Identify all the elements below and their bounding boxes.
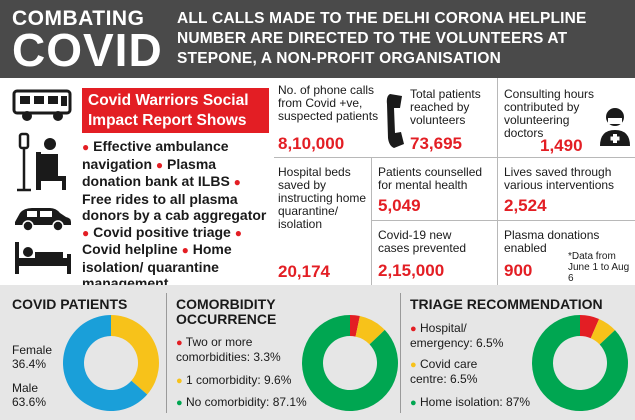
legend-item: ● Home isolation: 87% <box>410 395 530 410</box>
report-item: Covid positive triage <box>93 223 231 240</box>
legend-dot: ● <box>176 337 183 349</box>
stat-value: 73,695 <box>410 134 462 153</box>
stat-label: Total patients reached by volunteers <box>410 87 481 127</box>
header-covid: COVID <box>12 24 163 76</box>
hospital-bed-icon <box>15 242 71 274</box>
donut-slice-two-or-more-comorbidities <box>350 315 360 337</box>
female-label: Female <box>12 343 53 357</box>
header-combating: COMBATING <box>12 7 145 30</box>
stat-beds-saved: Hospital beds saved by instructing home … <box>274 158 372 285</box>
legend-dot: ● <box>410 323 417 335</box>
bullet-dot: ● <box>155 157 164 172</box>
donut-slice-1-comorbidity <box>355 316 385 345</box>
stat-label: Consulting hours contributed by voluntee… <box>504 87 595 140</box>
report-item: Plasma donation bank at ILBS <box>82 155 230 190</box>
bullet-dot: ● <box>181 243 189 257</box>
legend-dot: ● <box>176 375 183 387</box>
legend-dot: ● <box>410 359 417 371</box>
header-text: ALL CALLS MADE TO THE DELHI CORONA HELPL… <box>177 10 587 67</box>
legend-text: 1 comorbidity: 9.6% <box>186 373 292 387</box>
donut-slice-hospital-emergency <box>580 315 600 339</box>
report-item: Covid helpline <box>82 241 178 257</box>
legend-item: ● Covid care centre: 6.5% <box>410 357 510 386</box>
stat-label: Plasma donations enabled <box>504 228 600 255</box>
patients-title: COVID PATIENTS <box>12 296 128 312</box>
stat-value: 5,049 <box>378 196 421 215</box>
stat-value: 20,174 <box>278 262 330 281</box>
stat-label: Covid-19 new cases prevented <box>378 228 467 255</box>
stat-lives-saved: Lives saved through various intervention… <box>498 158 635 221</box>
bullet-dot: ● <box>233 175 241 189</box>
legend-item: ● Two or more comorbidities: 3.3% <box>176 335 304 364</box>
phone-handset-icon <box>386 94 404 148</box>
section-divider <box>166 293 167 413</box>
stat-cases-prevented: Covid-19 new cases prevented 2,15,000 <box>372 221 498 285</box>
triage-donut-chart <box>532 315 628 411</box>
stat-value: 2,524 <box>504 196 547 215</box>
triage-title: TRIAGE RECOMMENDATION <box>410 296 603 312</box>
legend-dot: ● <box>410 397 417 409</box>
stat-value: 900 <box>504 261 533 280</box>
male-label: Male <box>12 381 39 395</box>
iv-drip-chair-icon <box>17 132 66 192</box>
patients-donut-chart <box>63 315 159 411</box>
donut-slice-male <box>63 315 148 411</box>
legend-item: ● 1 comorbidity: 9.6% <box>176 373 291 388</box>
report-title: Covid Warriors Social Impact Report Show… <box>82 88 269 133</box>
stat-label: No. of phone calls from Covid +ve, suspe… <box>278 83 379 123</box>
section-divider <box>400 293 401 413</box>
stat-label: Hospital beds saved by instructing home … <box>278 165 367 231</box>
legend-dot: ● <box>176 397 183 409</box>
stat-value: 8,10,000 <box>278 134 345 153</box>
donut-slice-no-comorbidity <box>302 315 398 411</box>
comorbidity-title-2: OCCURRENCE <box>176 311 277 327</box>
comorbidity-title: COMORBIDITY <box>176 296 276 312</box>
legend-text: Two or more comorbidities: 3.3% <box>176 335 281 364</box>
stat-label: Lives saved through various intervention… <box>504 165 615 192</box>
report-item: Effective ambulance navigation <box>82 138 229 172</box>
legend-text: Hospital/ emergency: 6.5% <box>410 321 504 350</box>
header-banner: COMBATING COVID ALL CALLS MADE TO THE DE… <box>0 0 635 78</box>
female-value: 36.4% <box>12 357 47 371</box>
bullet-dot: ● <box>234 225 242 240</box>
ambulance-icon <box>12 89 72 121</box>
report-item: Free rides to all plasma donors by a cab… <box>82 190 267 224</box>
car-icon <box>15 208 71 232</box>
stat-counselled: Patients counselled for mental health 5,… <box>372 158 498 221</box>
stat-consulting-hours: Consulting hours contributed by voluntee… <box>498 78 635 158</box>
bullet-dot: ● <box>82 140 90 154</box>
comorbidity-donut-chart <box>302 315 398 411</box>
legend-text: No comorbidity: 87.1% <box>186 395 307 409</box>
donut-slice-home-isolation <box>532 315 628 411</box>
report-list: ● Effective ambulance navigation ● Plasm… <box>82 138 272 292</box>
donut-slice-female <box>111 315 159 395</box>
stat-label: Patients counselled for mental health <box>378 165 483 192</box>
bullet-dot: ● <box>82 225 90 240</box>
stats-grid: No. of phone calls from Covid +ve, suspe… <box>274 78 635 285</box>
data-note: *Data from June 1 to Aug 6 <box>568 251 630 284</box>
report-panel: Covid Warriors Social Impact Report Show… <box>0 78 274 291</box>
doctor-icon <box>600 108 630 146</box>
legend-item: ● No comorbidity: 87.1% <box>176 395 307 410</box>
legend-text: Home isolation: 87% <box>420 395 531 409</box>
legend-text: Covid care centre: 6.5% <box>410 357 478 386</box>
male-value: 63.6% <box>12 395 47 409</box>
stat-value: 2,15,000 <box>378 261 445 280</box>
legend-item: ● Hospital/ emergency: 6.5% <box>410 321 510 350</box>
stat-value: 1,490 <box>540 136 583 155</box>
charts-panel: COVID PATIENTS Female 36.4% Male 63.6% C… <box>0 285 635 420</box>
donut-slice-covid-care-centre <box>590 318 615 345</box>
stat-phone-calls: No. of phone calls from Covid +ve, suspe… <box>274 78 498 158</box>
stat-plasma: Plasma donations enabled 900 *Data from … <box>498 221 635 285</box>
